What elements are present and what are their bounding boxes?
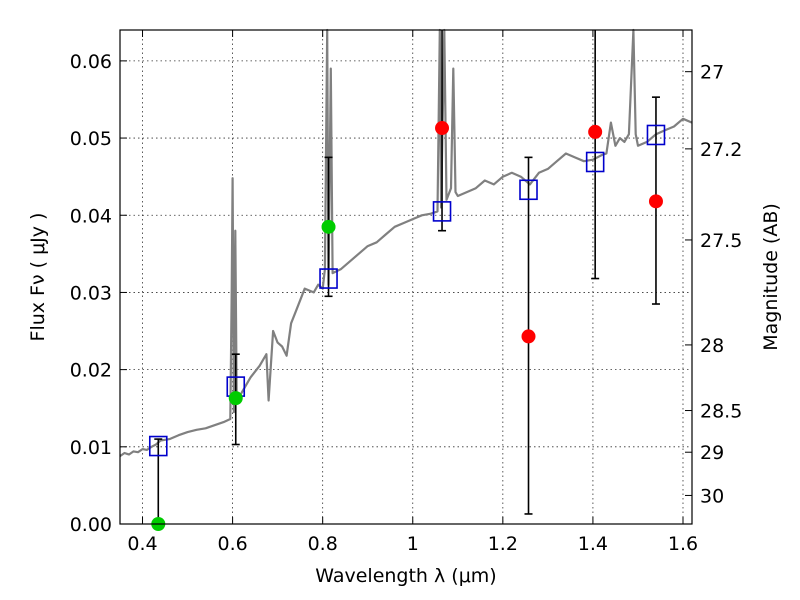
axis-ticks: 0.4 0.6 0.8 1 1.2 1.4 1.6 0.00 0.01 0.02 0.03 0.04 0…: [70, 30, 742, 555]
measurement-point: [588, 124, 603, 139]
y-tick-label: 0.05: [70, 128, 112, 150]
magnitude-tick-label: 28.5: [700, 401, 742, 423]
magnitude-tick-label: 27.5: [700, 230, 742, 252]
y-axis-title-right: Magnitude (AB): [760, 203, 782, 351]
plot-frame: [119, 29, 693, 525]
grid-lines: [120, 30, 692, 525]
model-square: [148, 435, 168, 457]
x-tick-label: 1.2: [488, 533, 518, 555]
y-tick-label: 0.01: [70, 437, 112, 459]
y-tick-label: 0.06: [70, 51, 112, 73]
model-square: [646, 124, 666, 146]
model-photometry-squares: [148, 124, 666, 457]
error-bars: [154, 30, 660, 524]
model-square: [432, 201, 452, 222]
y-tick-label: 0.04: [70, 205, 112, 227]
measurement-point: [648, 194, 663, 209]
x-tick-label: 1.4: [578, 533, 608, 555]
magnitude-tick-label: 27.2: [700, 139, 742, 161]
x-tick-label: 1: [407, 533, 419, 555]
y-tick-label: 0.03: [70, 282, 112, 304]
measurement-point: [521, 329, 536, 344]
y-tick-label: 0.00: [70, 514, 112, 536]
model-square: [319, 268, 338, 289]
model-square: [519, 179, 538, 201]
magnitude-tick-label: 28: [700, 335, 724, 357]
photometry-points: [151, 121, 663, 531]
detection-point: [321, 219, 336, 234]
y-axis-title-left: Flux Fν ( μJy ): [27, 213, 49, 342]
x-tick-label: 0.8: [308, 533, 338, 555]
spectrum-layer: [119, 28, 693, 458]
measurement-point: [435, 121, 450, 136]
model-square: [585, 151, 605, 173]
magnitude-tick-label: 29: [700, 442, 724, 464]
magnitude-tick-label: 27: [700, 62, 724, 84]
spectrum-line: [119, 28, 693, 458]
x-tick-label: 1.6: [668, 533, 698, 555]
y-tick-label: 0.02: [70, 360, 112, 382]
detection-point: [228, 391, 243, 406]
magnitude-tick-label: 30: [700, 485, 724, 507]
x-tick-label: 0.4: [127, 533, 157, 555]
x-tick-label: 0.6: [217, 533, 247, 555]
x-axis-title: Wavelength λ (μm): [315, 565, 496, 587]
